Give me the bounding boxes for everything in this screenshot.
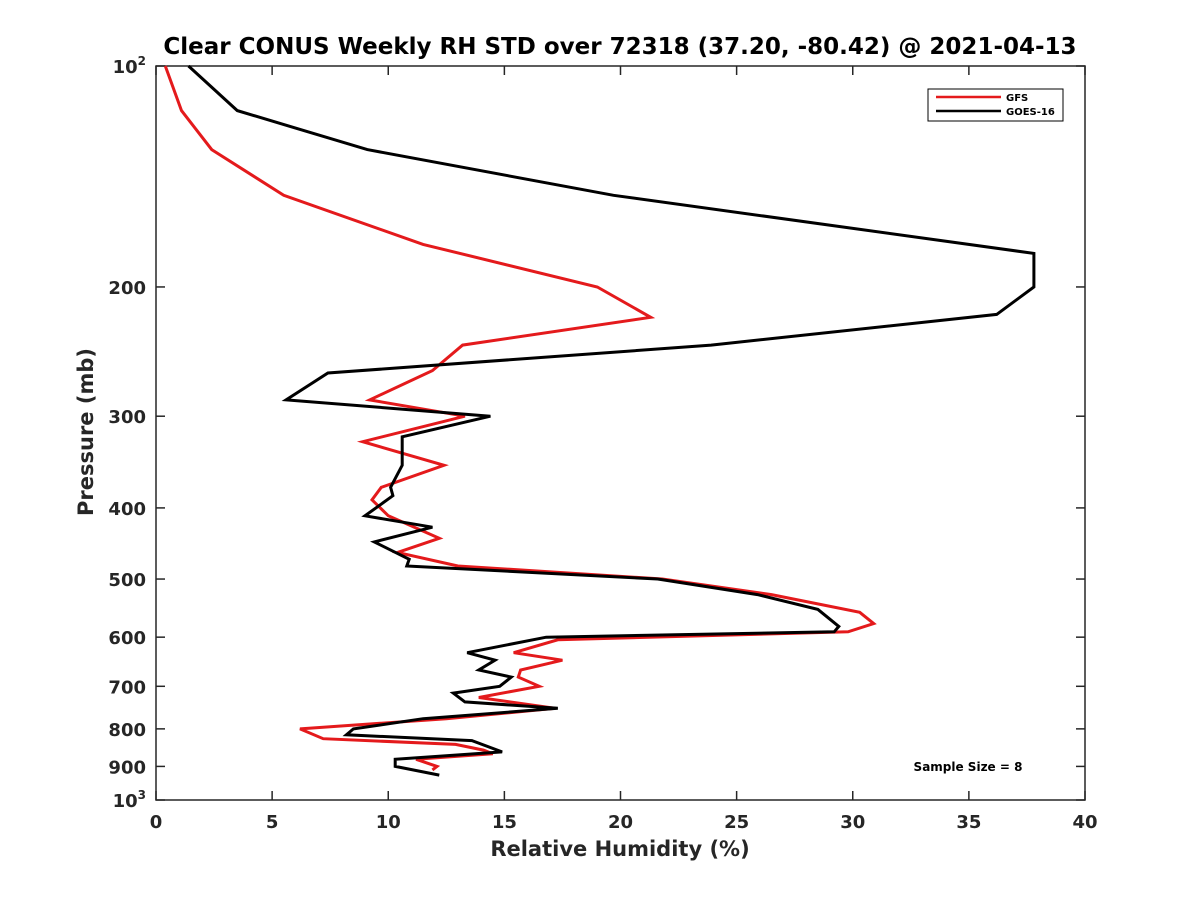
y-tick-base: 200 [108,278,146,299]
series-layer [163,64,1036,777]
y-tick-base: 900 [108,757,146,778]
y-tick-label: 103 [113,788,146,812]
y-tick-base: 800 [108,720,146,741]
y-tick-label: 800 [108,720,146,741]
x-tick-label: 5 [266,812,279,833]
legend-box [927,88,1064,122]
y-tick-exponent: 2 [138,54,146,68]
x-axis-label: Relative Humidity (%) [490,837,749,861]
y-tick-label: 600 [108,628,146,649]
x-tick-label: 40 [1072,812,1097,833]
x-axis: 0 5 10 15 20 25 30 35 40 [150,66,1098,833]
y-tick-base: 300 [108,407,146,428]
y-tick-base: 400 [108,499,146,520]
y-tick-base: 700 [108,677,146,698]
legend: GFS GOES-16 [927,88,1064,122]
legend-entry: GFS [1006,93,1028,104]
x-tick-label: 25 [724,812,749,833]
y-axis-label: Pressure (mb) [74,348,98,516]
x-tick-label: 0 [150,812,163,833]
y-tick-exponent: 3 [138,788,146,802]
y-tick-label: 700 [108,677,146,698]
series-line-gfs [163,65,877,772]
y-tick-label: 300 [108,407,146,428]
x-tick-label: 30 [840,812,865,833]
series-line-goes-16 [187,64,1036,777]
x-tick-label: 15 [492,812,517,833]
y-tick-label: 400 [108,499,146,520]
y-tick-label: 200 [108,278,146,299]
plot-frame [155,65,1086,801]
y-tick-base: 600 [108,628,146,649]
x-tick-label: 10 [376,812,401,833]
y-tick-label: 500 [108,570,146,591]
x-tick-label: 20 [608,812,633,833]
y-tick-label: 102 [113,54,146,78]
plot-area [155,65,1086,801]
y-tick-base: 10 [113,791,138,812]
chart-title: Clear CONUS Weekly RH STD over 72318 (37… [163,34,1076,60]
x-tick-label: 35 [956,812,981,833]
y-tick-label: 900 [108,757,146,778]
y-tick-base: 10 [113,57,138,78]
legend-entry: GOES-16 [1006,107,1055,118]
sample-size-annotation: Sample Size = 8 [914,760,1023,774]
y-tick-base: 500 [108,570,146,591]
